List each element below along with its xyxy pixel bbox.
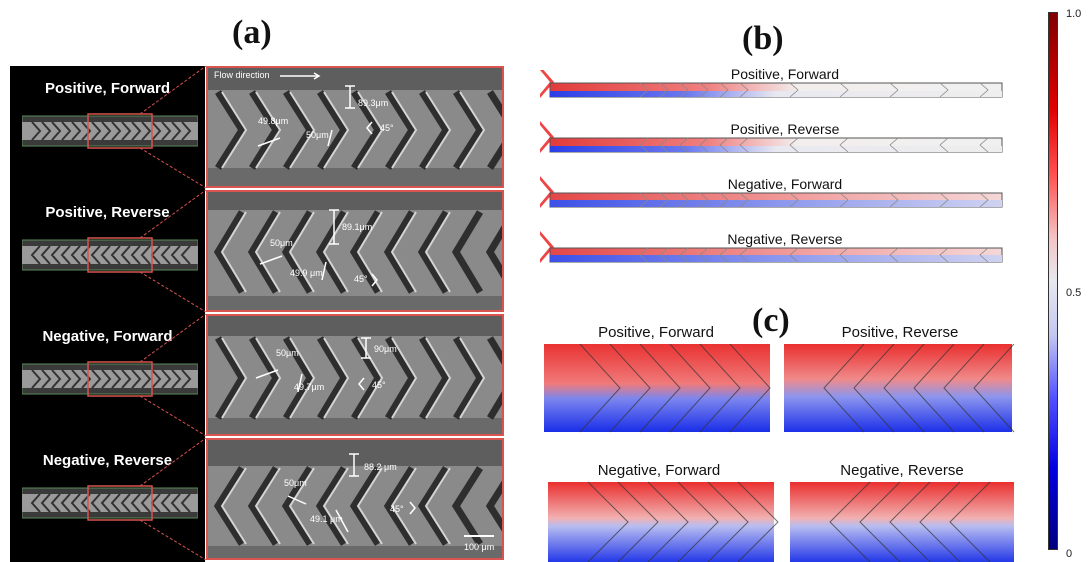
sem1-m3: 89.3μm: [358, 98, 389, 108]
sem1-m2: 50μm: [306, 130, 329, 140]
sem3-angle: 45°: [372, 380, 386, 390]
sem3-m1: 50μm: [276, 348, 299, 358]
flow-direction-label: Flow direction: [214, 70, 270, 80]
sem4-m2: 49.1 μm: [310, 514, 343, 524]
left-label-1: Positive, Forward: [44, 80, 171, 97]
zoom-connectors: [140, 66, 207, 561]
sem2-angle: 45°: [354, 274, 368, 284]
channel-thumbnail-2: [22, 237, 198, 273]
colorbar: [1048, 12, 1058, 550]
colorbar-tick-min: 0: [1066, 548, 1073, 560]
panel-a-letter: (a): [232, 14, 272, 51]
c-label-4: Negative, Reverse: [840, 462, 964, 479]
channel-thumbnail-4: [22, 485, 198, 521]
colorbar-tick-max: 1.0: [1066, 8, 1082, 20]
colorbar-tick-mid: 0.5: [1066, 287, 1082, 299]
sem4-m3: 88.2 μm: [364, 462, 397, 472]
b-label-1: Positive, Forward: [730, 66, 840, 82]
sem1-m1: 49.8μm: [258, 116, 289, 126]
sem2-m3: 89.1μm: [342, 222, 373, 232]
sem1-angle: 45°: [380, 123, 394, 133]
channel-thumbnail-3: [22, 361, 198, 397]
sem4-m1: 50μm: [284, 478, 307, 488]
sem3-m2: 49.7μm: [294, 382, 325, 392]
panel-c-letter: (c): [752, 302, 790, 339]
sem-image-2: 50μm 49.9 μm 89.1μm 45°: [206, 190, 504, 312]
left-label-4: Negative, Reverse: [42, 452, 173, 469]
sem-image-4: 50μm 49.1 μm 88.2 μm 45° 100 μm: [206, 438, 504, 560]
c-label-3: Negative, Forward: [597, 462, 721, 479]
sem2-m2: 49.9 μm: [290, 268, 323, 278]
zoomed-simulations: [544, 344, 1015, 562]
sem-image-3: 50μm 49.7μm 90μm 45°: [206, 314, 504, 436]
sem3-m3: 90μm: [374, 344, 397, 354]
sem4-angle: 45°: [390, 504, 404, 514]
channel-thumbnail-1: [22, 113, 198, 149]
simulation-channels: [540, 70, 1003, 263]
left-label-2: Positive, Reverse: [45, 204, 170, 221]
c-label-1: Positive, Forward: [598, 324, 714, 341]
panel-b-letter: (b): [742, 20, 784, 57]
sem-image-1: Flow direction 49.8μm 50μm 89.3μm 45°: [206, 66, 504, 188]
left-label-3: Negative, Forward: [42, 328, 173, 345]
micrograph-column: Positive, Forward Positive, Reverse Nega…: [10, 66, 205, 562]
sem2-m1: 50μm: [270, 238, 293, 248]
b-label-3: Negative, Forward: [727, 176, 843, 192]
scale-bar-label: 100 μm: [464, 542, 495, 552]
b-label-4: Negative, Reverse: [727, 231, 843, 247]
b-label-2: Positive, Reverse: [730, 121, 840, 137]
c-label-2: Positive, Reverse: [841, 324, 959, 341]
